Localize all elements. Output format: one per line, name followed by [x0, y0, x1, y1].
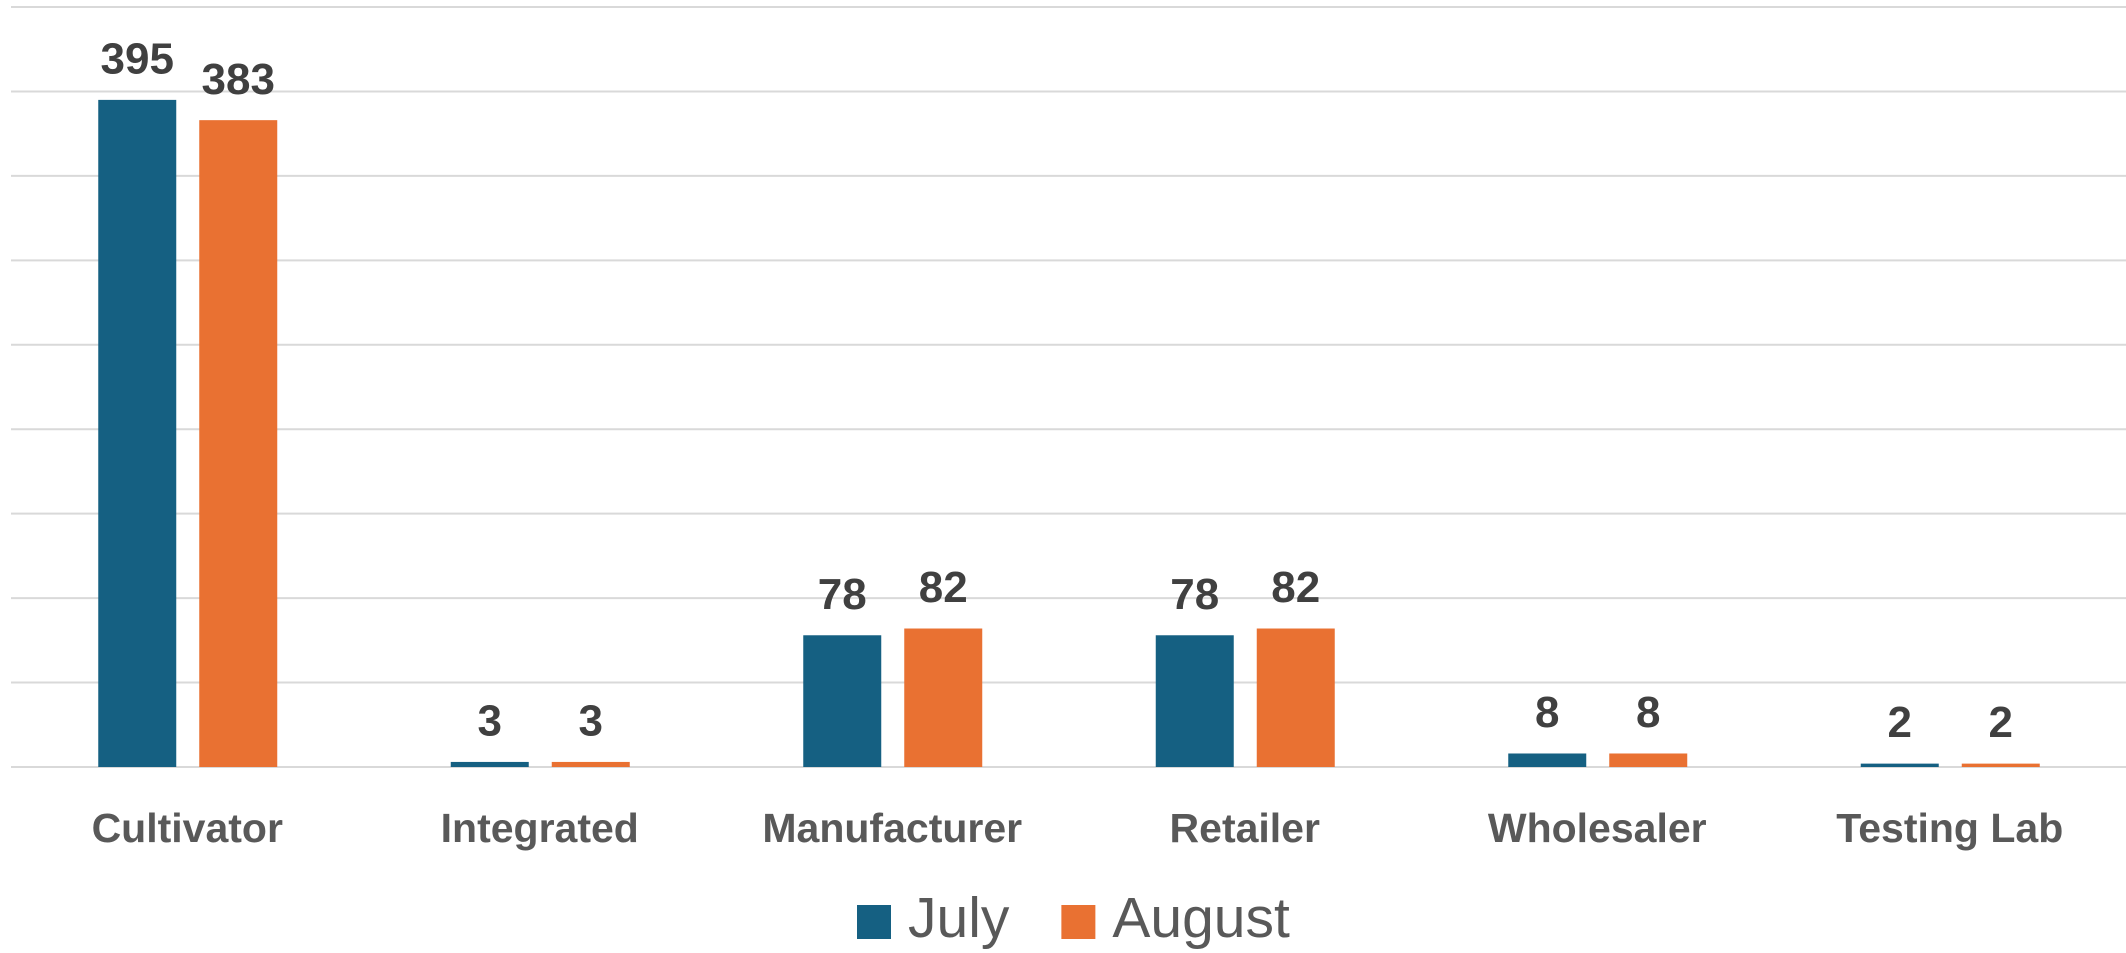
bar — [904, 628, 983, 767]
data-label: 78 — [1170, 570, 1219, 619]
x-tick-label: Testing Lab — [1836, 805, 2063, 851]
data-label: 8 — [1636, 688, 1660, 737]
x-tick-label: Manufacturer — [762, 805, 1022, 851]
data-label: 82 — [919, 563, 968, 612]
bar — [803, 635, 882, 767]
x-tick-label: Integrated — [441, 805, 639, 851]
x-tick-label: Wholesaler — [1488, 805, 1707, 851]
x-tick-label: Retailer — [1170, 805, 1320, 851]
bar — [1860, 763, 1939, 767]
data-label: 2 — [1888, 698, 1912, 747]
data-label: 3 — [579, 697, 603, 746]
data-label: 3 — [478, 697, 502, 746]
bar — [551, 761, 630, 767]
x-tick-label: Cultivator — [92, 805, 283, 851]
legend-label: August — [1112, 886, 1290, 950]
legend-label: July — [908, 886, 1010, 950]
data-label: 82 — [1271, 563, 1320, 612]
bar — [1609, 753, 1688, 767]
data-label: 78 — [818, 570, 867, 619]
legend-swatch — [857, 905, 891, 939]
bar — [199, 120, 278, 767]
data-label: 8 — [1535, 688, 1559, 737]
bar — [450, 761, 529, 767]
data-label: 383 — [202, 55, 275, 104]
bar — [1961, 763, 2040, 767]
bar — [98, 99, 177, 767]
data-label: 395 — [101, 35, 174, 84]
legend-swatch — [1061, 905, 1096, 939]
bar — [1508, 753, 1587, 767]
bar — [1155, 635, 1234, 767]
bar — [1256, 628, 1335, 767]
data-label: 2 — [1989, 698, 2013, 747]
